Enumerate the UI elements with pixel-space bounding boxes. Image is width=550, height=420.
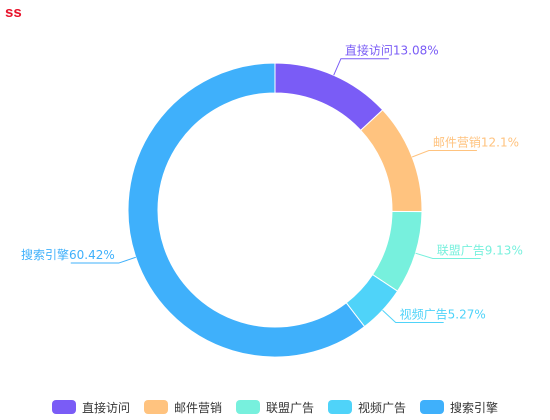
label-line-2 bbox=[415, 252, 481, 259]
legend-swatch-1 bbox=[143, 400, 168, 414]
legend-item-0[interactable]: 直接访问 bbox=[51, 399, 130, 416]
legend-label-0: 直接访问 bbox=[81, 400, 130, 415]
legend-item-3[interactable]: 视频广告 bbox=[328, 399, 406, 416]
legend-label-4: 搜索引擎 bbox=[450, 400, 499, 415]
slice-label-4: 搜索引擎60.42% bbox=[21, 247, 115, 262]
label-line-1 bbox=[411, 150, 477, 158]
legend-swatch-3 bbox=[328, 400, 352, 414]
legend-swatch-2 bbox=[235, 400, 260, 414]
slice-label-2: 联盟广告9.13% bbox=[437, 243, 523, 257]
slice-1[interactable] bbox=[359, 109, 423, 213]
legend-label-3: 视频广告 bbox=[358, 400, 407, 415]
legend-swatch-4 bbox=[420, 400, 445, 414]
legend-item-4[interactable]: 搜索引擎 bbox=[420, 399, 498, 416]
legend-swatch-0 bbox=[51, 400, 76, 414]
legend-label-2: 联盟广告 bbox=[265, 400, 314, 415]
slice-label-3: 视频广告5.27% bbox=[400, 307, 486, 322]
label-line-3 bbox=[382, 309, 444, 324]
slice-label-0: 直接访问13.08% bbox=[345, 43, 439, 58]
donut-chart: 直接访问13.08% 邮件营销12.1% 联盟广告9.13% 视频广告5.27% 搜索引… bbox=[21, 43, 523, 358]
slice-4[interactable] bbox=[127, 62, 366, 358]
slice-0[interactable] bbox=[274, 62, 384, 132]
chart-legend: 直接访问 邮件营销 联盟广告 视频广告 搜索引擎 bbox=[0, 396, 550, 418]
slice-label-1: 邮件营销12.1% bbox=[433, 136, 519, 150]
legend-item-2[interactable]: 联盟广告 bbox=[235, 399, 314, 416]
chart-title: ss bbox=[5, 4, 22, 21]
label-line-0 bbox=[333, 58, 389, 76]
label-line-4 bbox=[70, 256, 136, 264]
legend-label-1: 邮件营销 bbox=[173, 400, 222, 415]
legend-item-1[interactable]: 邮件营销 bbox=[143, 399, 222, 416]
